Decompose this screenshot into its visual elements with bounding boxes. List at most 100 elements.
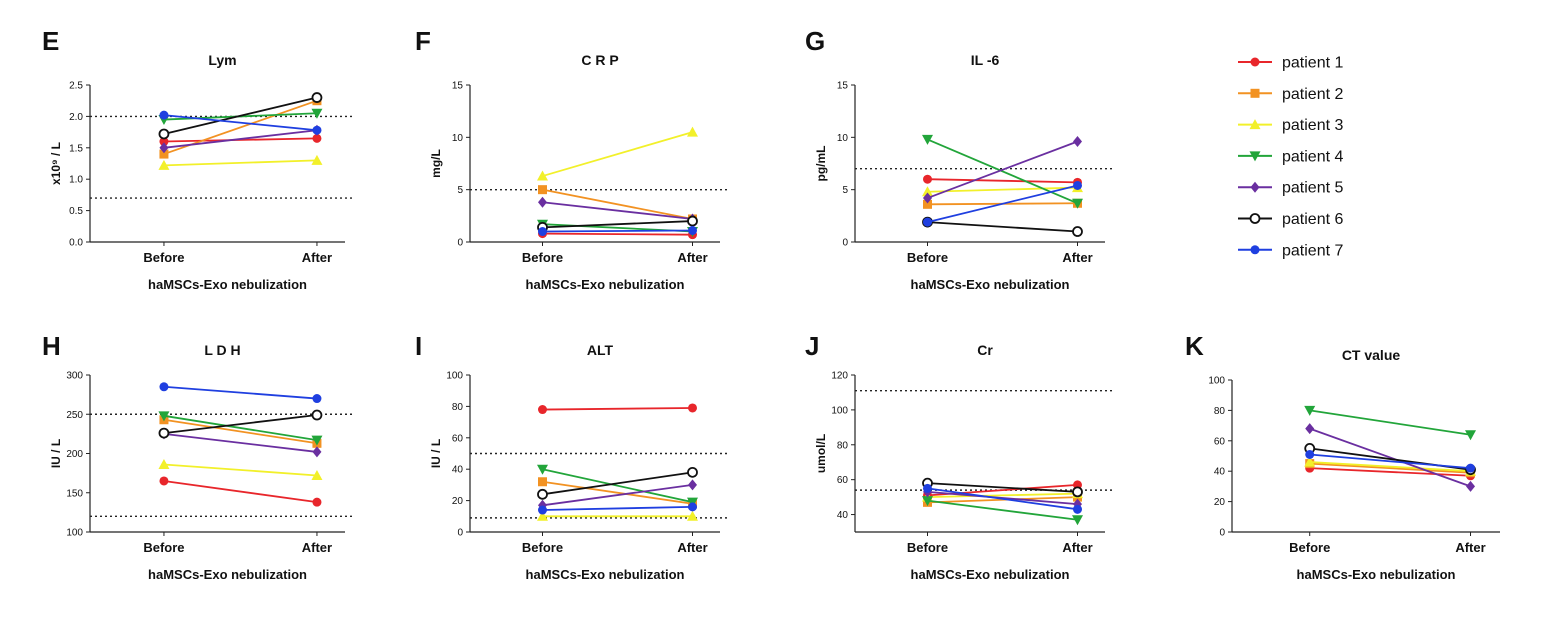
chart-panel-j: J Cr 40 60 80 100 120 Before After haMSCs-Exo neb… xyxy=(805,331,1115,582)
data-point-before xyxy=(159,149,169,159)
data-point-before xyxy=(538,196,547,208)
x-tick-label: After xyxy=(677,250,707,265)
data-point-after xyxy=(311,92,323,103)
series-line xyxy=(1309,462,1471,474)
series-line xyxy=(927,138,1078,205)
series-patient-3 xyxy=(537,510,698,521)
series-patient-4 xyxy=(922,134,1083,209)
data-point-before xyxy=(538,477,547,487)
series-line xyxy=(163,114,318,132)
x-axis-title: haMSCs-Exo nebulization xyxy=(148,277,307,292)
data-point-before xyxy=(923,217,932,227)
legend-item: patient 3 xyxy=(1238,117,1343,134)
y-tick-label: 15 xyxy=(837,81,849,92)
series-patient-1 xyxy=(538,403,697,415)
series-line xyxy=(542,471,693,496)
series-line xyxy=(1309,427,1471,488)
data-point-before xyxy=(538,185,547,195)
legend-marker xyxy=(1250,88,1260,98)
data-point-after xyxy=(311,435,323,446)
x-tick-label: After xyxy=(302,250,332,265)
data-point-after xyxy=(687,126,698,137)
data-point-after xyxy=(1073,136,1082,148)
y-tick-label: 0 xyxy=(457,528,463,539)
data-point-before xyxy=(159,382,169,392)
y-tick-label: 80 xyxy=(1214,406,1226,417)
series-patient-5 xyxy=(1305,423,1476,492)
panel-letter: F xyxy=(415,26,431,56)
series-line xyxy=(1309,467,1471,477)
data-point-after xyxy=(1072,515,1083,526)
y-tick-label: 0 xyxy=(842,238,848,249)
data-point-after xyxy=(311,469,323,480)
data-point-before xyxy=(537,488,548,500)
x-axis-title: haMSCs-Exo nebulization xyxy=(148,567,307,582)
data-point-before xyxy=(923,483,932,493)
data-point-before xyxy=(1304,456,1316,467)
chart-title: ALT xyxy=(587,342,614,358)
series-line xyxy=(163,385,318,400)
panel-letter: E xyxy=(42,26,59,56)
series-line xyxy=(163,432,318,453)
panel-letter: H xyxy=(42,331,61,361)
y-tick-label: 1.0 xyxy=(69,175,83,186)
data-point-after xyxy=(1072,486,1083,498)
series-line xyxy=(927,499,1078,521)
x-tick-label: Before xyxy=(522,250,563,265)
y-tick-label: 200 xyxy=(66,449,83,460)
data-point-after xyxy=(1466,480,1476,492)
chart-panel-f: F C R P 0 5 10 15 Before After haMSCs-Exo nebuli… xyxy=(415,26,730,292)
y-tick-label: 100 xyxy=(66,528,83,539)
y-tick-label: 20 xyxy=(452,496,464,507)
legend-item: patient 7 xyxy=(1238,242,1343,259)
series-line xyxy=(163,137,317,143)
chart-title: IL -6 xyxy=(971,52,1000,68)
y-tick-label: 10 xyxy=(837,133,849,144)
y-tick-label: 0 xyxy=(1219,528,1225,539)
x-axis-title: haMSCs-Exo nebulization xyxy=(526,567,685,582)
series-line xyxy=(927,140,1078,199)
data-point-before xyxy=(158,159,170,170)
data-point-before xyxy=(159,110,169,120)
data-point-after xyxy=(311,108,323,119)
y-tick-label: 250 xyxy=(66,410,83,421)
series-patient-7 xyxy=(159,382,322,404)
series-line xyxy=(542,201,693,220)
series-line xyxy=(927,184,1078,223)
legend-item: patient 5 xyxy=(1238,180,1343,197)
data-point-before xyxy=(537,510,548,521)
data-point-before xyxy=(158,458,170,469)
data-point-before xyxy=(159,142,169,154)
chart-title: Lym xyxy=(208,52,236,68)
series-line xyxy=(542,505,693,511)
y-tick-label: 100 xyxy=(446,371,463,382)
y-tick-label: 60 xyxy=(1214,436,1226,447)
series-line xyxy=(542,480,693,505)
data-point-before xyxy=(1305,423,1315,435)
series-patient-6 xyxy=(158,92,323,140)
data-point-before xyxy=(538,405,547,415)
chart-title: L D H xyxy=(204,342,240,358)
series-line xyxy=(927,178,1078,184)
series-line xyxy=(542,220,693,229)
series-line xyxy=(163,159,317,167)
data-point-after xyxy=(688,225,697,235)
x-tick-label: Before xyxy=(143,540,184,555)
data-point-before xyxy=(922,496,933,507)
chart-panel-g: G IL -6 0 5 10 15 Before After haMSCs-Exo nebuli… xyxy=(805,26,1115,292)
y-tick-label: 40 xyxy=(452,465,464,476)
data-point-before xyxy=(158,128,170,140)
y-tick-label: 60 xyxy=(452,433,464,444)
data-point-after xyxy=(312,497,322,507)
series-line xyxy=(163,480,318,504)
data-point-after xyxy=(1073,504,1082,514)
data-point-before xyxy=(159,137,169,147)
series-line xyxy=(927,482,1078,493)
series-patient-3 xyxy=(158,154,323,170)
data-point-before xyxy=(923,199,932,209)
data-point-before xyxy=(923,192,932,204)
data-point-after xyxy=(687,510,698,521)
data-point-after xyxy=(688,502,697,512)
chart-panel-h: H L D H 100 150 200 250 300 Before After haMSCs-E… xyxy=(42,331,355,582)
y-tick-label: 80 xyxy=(452,402,464,413)
